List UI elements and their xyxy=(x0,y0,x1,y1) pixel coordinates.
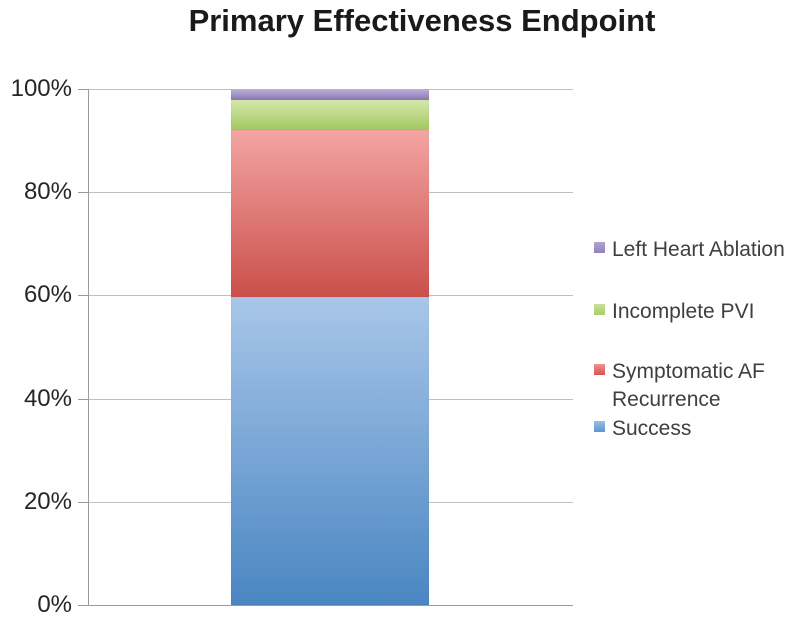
legend-swatch-icon xyxy=(594,421,605,432)
y-tick-100% xyxy=(78,89,88,90)
y-axis-label-0%: 0% xyxy=(37,591,72,618)
legend-swatch-icon xyxy=(594,364,605,375)
legend-item-success: Success xyxy=(594,415,691,443)
legend-swatch-icon xyxy=(594,304,605,315)
legend-item-left-heart-ablation: Left Heart Ablation xyxy=(594,236,785,264)
y-axis-label-100%: 100% xyxy=(10,75,72,102)
y-tick-40% xyxy=(78,399,88,400)
legend-item-symptomatic-af-recurrence: Symptomatic AF Recurrence xyxy=(594,358,800,414)
legend-label: Left Heart Ablation xyxy=(612,238,785,261)
y-tick-20% xyxy=(78,502,88,503)
y-tick-80% xyxy=(78,192,88,193)
x-axis-line xyxy=(78,605,573,606)
y-tick-60% xyxy=(78,295,88,296)
legend-label: Success xyxy=(612,417,692,440)
bar-segment-symptomatic-af-recurrence xyxy=(231,130,429,297)
y-axis-label-40%: 40% xyxy=(23,385,72,412)
legend-swatch-icon xyxy=(594,242,605,253)
y-axis-label-20%: 20% xyxy=(23,488,72,515)
bar-segment-incomplete-pvi xyxy=(231,100,429,131)
y-axis-line xyxy=(88,89,89,605)
legend-item-incomplete-pvi: Incomplete PVI xyxy=(594,298,754,326)
legend: Left Heart Ablation Incomplete PVI Symptom… xyxy=(594,0,800,622)
legend-label: Symptomatic AF Recurrence xyxy=(612,360,765,411)
legend-label: Incomplete PVI xyxy=(612,300,755,323)
bar-segment-left-heart-ablation xyxy=(231,89,429,101)
bar-segment-success xyxy=(231,296,429,605)
y-axis-label-80%: 80% xyxy=(23,178,72,205)
chart-title: Primary Effectiveness Endpoint xyxy=(188,3,656,38)
y-tick-0% xyxy=(78,605,88,606)
plot-area xyxy=(88,89,573,605)
y-axis-label-60%: 60% xyxy=(23,281,72,308)
